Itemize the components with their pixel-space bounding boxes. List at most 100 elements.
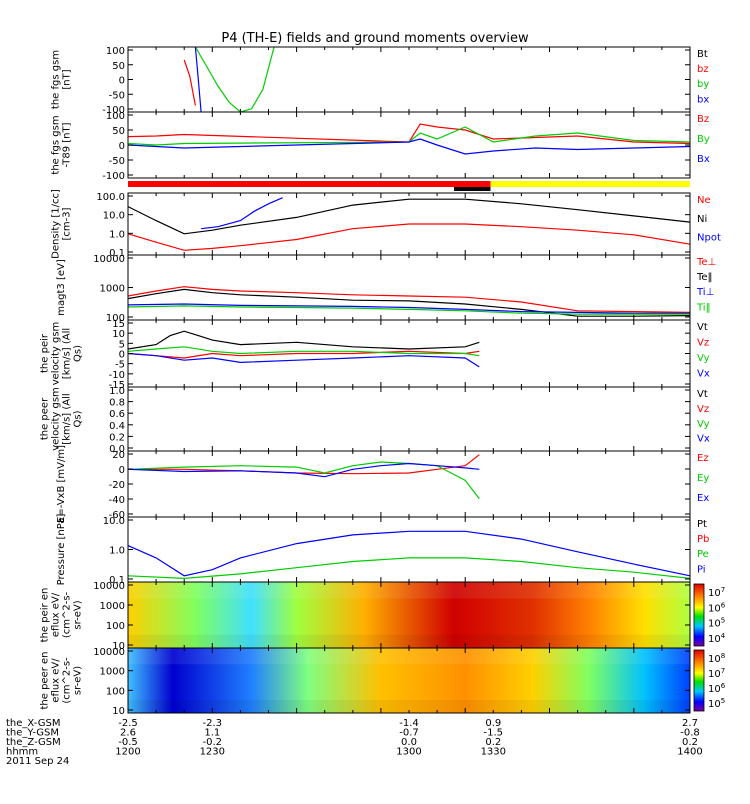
bottom-row-value: 0.2 [682, 737, 698, 748]
series-line-bx [194, 46, 202, 113]
panel-density: Ne Ni Npot 100.0 10.0 1.0 0.1 Density [1/cc][cm… [51, 189, 721, 259]
y-tick-label: 0 [119, 141, 125, 152]
panel-peir_spectrogram: 107 106 105 104 10000 1000 100 10 the peir enefl… [40, 581, 726, 652]
panel-frame [127, 46, 691, 113]
legend-item: Vz [697, 338, 709, 349]
bottom-row-value: -2.5 [118, 718, 138, 729]
series-line-Npot [201, 197, 283, 230]
legend-item: Vt [697, 389, 708, 400]
y-axis-label: Pressure [nPa] [56, 514, 67, 586]
colorbar-tick-label: 107 [708, 586, 725, 599]
panel-frame [127, 111, 691, 179]
mode-bar-segment [128, 181, 491, 187]
series-line-Ex [127, 462, 480, 478]
bottom-row-label: the_Y-GSM [6, 728, 59, 739]
bottom-row-value: 2.6 [120, 728, 136, 739]
y-tick-label: 0.8 [109, 398, 125, 409]
y-tick-label: 1000 [100, 667, 125, 678]
colorbar [693, 649, 705, 712]
bottom-row-value: 2.7 [682, 718, 698, 729]
bottom-row-value: 0.0 [401, 737, 417, 748]
bottom-row-value: 1200 [115, 747, 140, 758]
series-line-Ne [127, 223, 691, 251]
panel-efield: Ez Ey Ex 20 0 -20 -40 -60 E=-VxB [mV/m] [56, 445, 709, 523]
legend-item: Vt [697, 322, 708, 333]
colorbar-tick-label: 104 [708, 632, 726, 645]
y-tick-label: 0.0 [109, 444, 125, 455]
panel-fgs_t89: Bz By Bx 100 50 0 -50 -100 the fgs gsm-T89 [nT] [51, 111, 710, 182]
bottom-row-label: the_Z-GSM [6, 737, 61, 748]
y-tick-label: 10000 [93, 581, 125, 592]
y-tick-label: 100 [106, 46, 125, 57]
bottom-row-value: 0.9 [485, 718, 501, 729]
y-tick-label: 0.4 [109, 421, 125, 432]
bottom-row-value: 1400 [677, 747, 702, 758]
y-tick-label: 100 [106, 313, 125, 324]
panel-frame [127, 386, 691, 452]
legend-item: Ex [697, 493, 709, 504]
y-tick-label: -50 [109, 90, 125, 101]
panel-frame [127, 254, 691, 321]
bottom-row-value: -0.2 [203, 737, 223, 748]
bottom-row-value: 1330 [481, 747, 506, 758]
legend-item: Vx [697, 369, 710, 380]
y-tick-label: -10 [109, 370, 125, 381]
y-axis-label: the peervelocity gsm[km/s] (AllQs) [40, 387, 84, 451]
y-tick-label: 0.1 [109, 575, 125, 586]
legend-item: Ey [697, 473, 709, 484]
colorbar-tick-label: 105 [708, 697, 725, 710]
panel-fgs: Bt bz by bx 100 50 0 -50 -100 the fgs gsm[nT] [51, 46, 710, 116]
bottom-row-value: -0.7 [399, 728, 419, 739]
legend-item: bz [697, 64, 709, 75]
series-line-Te‖ [127, 288, 691, 317]
y-tick-label: 0.6 [109, 409, 125, 420]
series-line-Bz [127, 123, 691, 145]
bottom-row-value: -0.8 [680, 728, 700, 739]
y-tick-label: 10 [112, 706, 125, 717]
series-line-By [127, 126, 691, 146]
y-tick-label: 50 [112, 61, 125, 72]
y-tick-label: 10.0 [103, 516, 125, 527]
legend-item: Ti⊥ [696, 287, 714, 298]
spectrogram-image [128, 648, 690, 713]
legend-item: Npot [697, 233, 721, 244]
panel-peer_spectrogram: 108 107 106 105 10000 1000 100 10 the peer enefl… [40, 647, 726, 717]
bottom-row-value: -2.3 [203, 718, 223, 729]
series-line-Vz [127, 350, 480, 359]
legend-item: by [697, 79, 709, 90]
y-tick-label: 0 [119, 76, 125, 87]
series-line-Vy [127, 346, 480, 357]
legend-item: Pb [697, 534, 709, 545]
y-tick-label: -50 [109, 156, 125, 167]
y-tick-label: 0.1 [109, 248, 125, 259]
y-tick-label: 10000 [93, 254, 125, 265]
legend-item: Vy [697, 419, 710, 430]
y-axis-label: the peir eneflux eV/(cm^2-s-sr-eV) [40, 588, 84, 643]
spectrogram-image [128, 582, 690, 648]
y-tick-label: 100.0 [96, 192, 125, 203]
legend-item: Pt [697, 519, 707, 530]
y-axis-label: the fgs gsm[nT] [51, 50, 73, 109]
legend-item: Pi [697, 564, 706, 575]
panel-frame [127, 516, 691, 583]
y-tick-label: -40 [109, 495, 125, 506]
mode-bar-segment [453, 187, 491, 191]
y-tick-label: 1.0 [109, 386, 125, 397]
colorbar [693, 583, 705, 647]
y-tick-label: 20 [112, 450, 125, 461]
colorbar-tick-label: 106 [708, 601, 726, 614]
panel-pressure: Pt Pb Pe Pi 10.0 1.0 0.1 Pressure [nPa] [56, 514, 709, 586]
legend-item: Bt [697, 49, 708, 60]
mode-bar-segment [490, 181, 690, 187]
series-line-Pi [127, 530, 691, 577]
series-line-bz [183, 59, 196, 106]
series-line-Ti‖ [127, 305, 690, 315]
series-line-Ti⊥ [127, 303, 690, 314]
legend-item: Ti‖ [696, 302, 711, 313]
y-tick-label: 10000 [93, 647, 125, 658]
panel-magt3: Te⊥ Te‖ Ti⊥ Ti‖ 10000 1000 100 magt3 [eV] [56, 254, 716, 324]
y-axis-label: the fgs gsm-T89 [nT] [51, 115, 73, 174]
series-line-Vx [127, 352, 480, 368]
